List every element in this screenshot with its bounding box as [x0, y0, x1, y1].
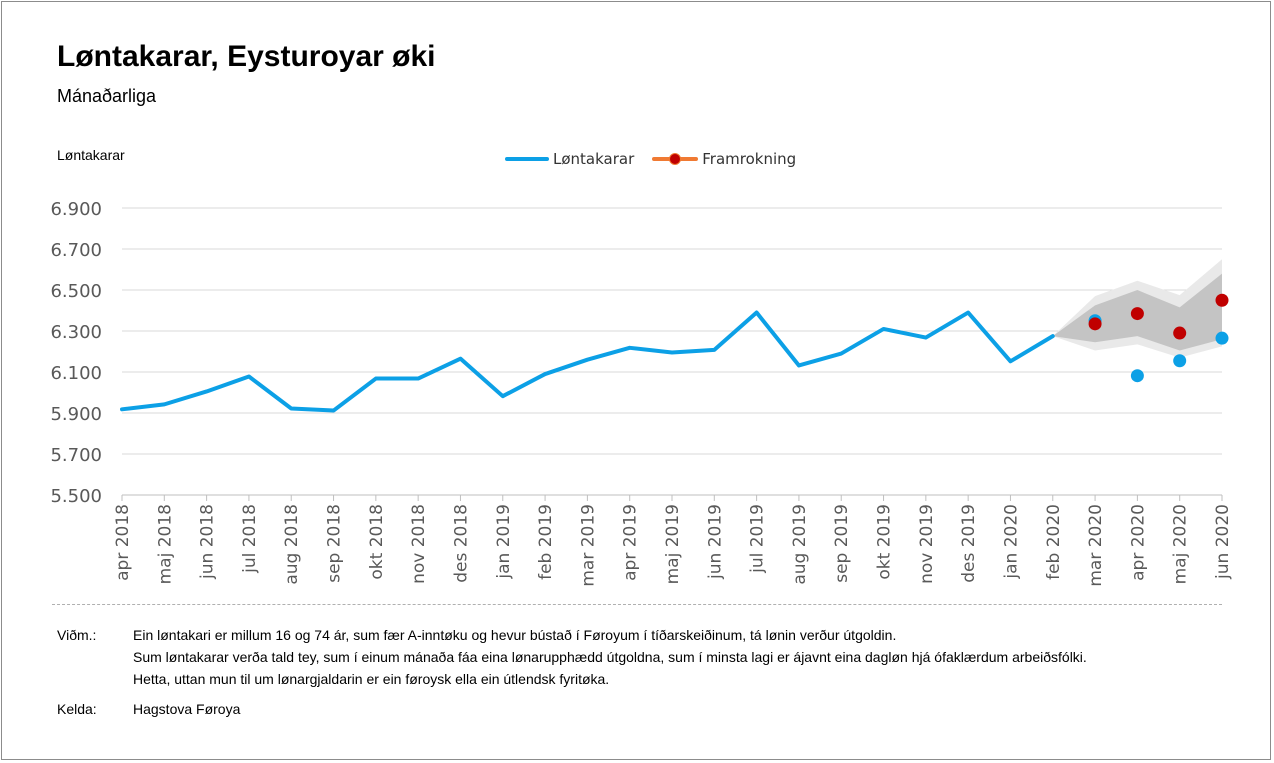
series-layer — [120, 293, 1229, 413]
x-tick-label: aug 2018 — [282, 504, 302, 585]
legend-marker-swatch — [652, 153, 699, 165]
x-tick-label: apr 2018 — [113, 504, 133, 581]
x-tick-label: mar 2019 — [578, 504, 598, 587]
x-tick-label: maj 2018 — [155, 504, 175, 584]
gridlines — [122, 207, 1222, 455]
note-line: Ein løntakari er millum 16 og 74 ár, sum… — [133, 627, 897, 643]
note-line: Sum løntakarar verða tald tey, sum í ein… — [133, 649, 1087, 665]
series-line-lontakarar — [120, 310, 1055, 413]
y-tick-label: 6.500 — [50, 281, 102, 302]
x-tick-label: des 2019 — [959, 504, 979, 583]
x-tick-label: jan 2019 — [494, 504, 514, 580]
source-label: Kelda: — [57, 701, 97, 717]
legend-item-lontakarar: Løntakarar — [505, 150, 634, 168]
legend-item-framrokning: Framrokning — [652, 150, 796, 168]
notes-row: Viðm.: Ein løntakari er millum 16 og 74 … — [57, 624, 1087, 690]
y-tick-label: 5.900 — [50, 404, 102, 425]
x-tick-label: mar 2020 — [1086, 504, 1106, 587]
x-axis-ticks: apr 2018 maj 2018 jun 2018 jul 2018 aug 2018… — [113, 504, 1233, 587]
data-point-framrokning — [1088, 317, 1102, 331]
notes-label: Viðm.: — [57, 627, 97, 643]
x-tick-label: jun 2018 — [198, 504, 218, 580]
x-axis — [121, 494, 1223, 501]
divider — [52, 604, 1222, 605]
notes-lines: Ein løntakari er millum 16 og 74 ár, sum… — [133, 624, 1087, 690]
data-point-framrokning — [1215, 293, 1229, 307]
y-axis-label: Løntakarar — [57, 147, 125, 163]
x-tick-label: okt 2019 — [875, 504, 895, 580]
notes-section: Viðm.: Ein løntakari er millum 16 og 74 … — [57, 624, 1087, 720]
data-point-lontakarar — [1215, 331, 1229, 345]
x-tick-label: jul 2019 — [748, 504, 768, 574]
x-tick-label: feb 2020 — [1044, 504, 1064, 580]
y-tick-label: 6.900 — [50, 199, 102, 220]
x-tick-label: aug 2019 — [790, 504, 810, 585]
y-tick-label: 5.500 — [50, 486, 102, 507]
legend-line-swatch — [505, 157, 549, 161]
chart-subtitle: Mánaðarliga — [57, 86, 157, 106]
source-value: Hagstova Føroya — [133, 701, 241, 717]
data-point-lontakarar — [1130, 369, 1144, 383]
x-tick-label: jun 2019 — [705, 504, 725, 580]
y-tick-label: 5.700 — [50, 445, 102, 466]
y-tick-label: 6.100 — [50, 363, 102, 384]
x-tick-label: jan 2020 — [1001, 504, 1021, 580]
x-tick-label: sep 2018 — [325, 504, 345, 583]
x-tick-label: feb 2019 — [536, 504, 556, 580]
y-tick-label: 6.700 — [50, 240, 102, 261]
x-tick-label: nov 2018 — [409, 504, 429, 584]
legend-label: Løntakarar — [553, 150, 635, 168]
x-tick-label: okt 2018 — [367, 504, 387, 580]
x-tick-label: sep 2019 — [832, 504, 852, 583]
x-tick-label: apr 2020 — [1128, 504, 1148, 581]
note-line: Hetta, uttan mun til um lønargjaldarin e… — [133, 671, 610, 687]
legend-label: Framrokning — [702, 150, 797, 168]
x-tick-label: des 2018 — [451, 504, 471, 583]
legend: Løntakarar Framrokning — [505, 150, 796, 168]
y-axis-ticks: 6.900 6.700 6.500 6.300 6.100 5.900 5.700 5.500 — [50, 199, 102, 507]
data-point-framrokning — [1173, 326, 1187, 340]
chart-title: Løntakarar, Eysturoyar øki — [57, 40, 436, 73]
x-tick-label: nov 2019 — [917, 504, 937, 584]
x-tick-label: jul 2018 — [240, 504, 260, 574]
x-tick-label: maj 2020 — [1171, 504, 1191, 584]
x-tick-label: jun 2020 — [1213, 504, 1233, 580]
y-tick-label: 6.300 — [50, 322, 102, 343]
data-point-lontakarar — [1173, 354, 1187, 368]
data-point-framrokning — [1130, 307, 1144, 321]
x-tick-label: maj 2019 — [663, 504, 683, 584]
source-row: Kelda: Hagstova Føroya — [57, 698, 1087, 720]
x-tick-label: apr 2019 — [621, 504, 641, 581]
chart-plot: 6.900 6.700 6.500 6.300 6.100 5.900 5.700 5.500… — [50, 199, 1233, 587]
